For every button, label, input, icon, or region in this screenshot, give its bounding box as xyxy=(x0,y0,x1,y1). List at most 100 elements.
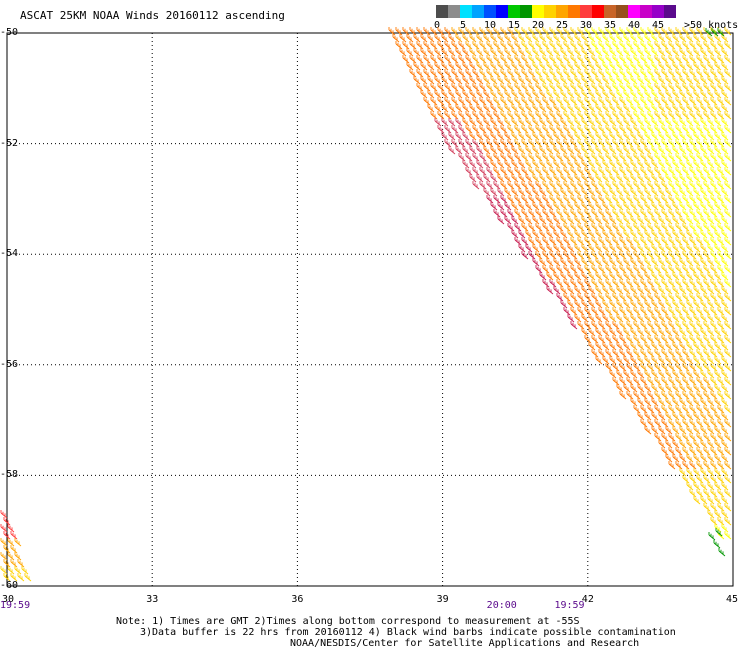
wind-barb xyxy=(710,209,718,218)
wind-barb xyxy=(658,286,666,295)
wind-barb xyxy=(444,27,452,36)
wind-barb xyxy=(703,405,711,414)
wind-barb xyxy=(563,111,571,120)
wind-barb xyxy=(630,314,638,323)
wind-barb xyxy=(567,132,575,141)
wind-barb xyxy=(577,307,585,316)
wind-barb xyxy=(500,69,508,78)
wind-barb xyxy=(546,34,554,43)
wind-barb xyxy=(500,97,508,106)
wind-barb xyxy=(441,132,449,141)
wind-barb xyxy=(707,272,715,281)
wind-barb xyxy=(479,125,487,134)
wind-barb xyxy=(500,195,508,204)
wind-barb xyxy=(598,335,606,344)
wind-barb xyxy=(560,34,568,43)
wind-barb xyxy=(504,118,512,127)
wind-barb xyxy=(668,251,676,260)
wind-barb xyxy=(549,55,557,64)
wind-barb xyxy=(535,125,543,134)
wind-barb xyxy=(717,153,725,162)
wind-barb xyxy=(476,132,484,141)
wind-barb xyxy=(717,69,725,78)
wind-barb xyxy=(640,377,648,386)
wind-barb xyxy=(490,188,498,197)
wind-barb xyxy=(700,286,708,295)
wind-barb xyxy=(700,34,708,43)
wind-barb xyxy=(721,412,729,421)
wind-barb xyxy=(707,482,715,491)
wind-barb xyxy=(661,97,669,106)
wind-barb xyxy=(609,244,617,253)
wind-barb xyxy=(630,342,638,351)
wind-barb xyxy=(556,181,564,190)
wind-barb xyxy=(679,230,687,239)
wind-barb xyxy=(616,216,624,225)
wind-barb xyxy=(682,41,690,50)
lon-tick-label: 30 xyxy=(2,594,15,605)
wind-barb xyxy=(703,41,711,50)
wind-barb xyxy=(675,433,683,442)
wind-barb xyxy=(623,104,631,113)
wind-barb xyxy=(714,244,722,253)
wind-barb xyxy=(577,125,585,134)
wind-barb xyxy=(493,209,501,218)
colorbar-label: 20 xyxy=(532,20,545,31)
wind-barb xyxy=(665,328,673,337)
wind-barb xyxy=(654,307,662,316)
time-label: 19:59 xyxy=(554,600,585,611)
colorbar-swatch xyxy=(640,5,652,18)
wind-barb xyxy=(549,111,557,120)
wind-barb xyxy=(630,76,638,85)
wind-barb xyxy=(679,468,687,477)
wind-barb xyxy=(609,216,617,225)
time-label: 19:59 xyxy=(0,600,31,611)
wind-barb xyxy=(560,202,568,211)
wind-barb xyxy=(626,307,634,316)
wind-barb xyxy=(724,97,732,106)
wind-barb xyxy=(626,363,634,372)
wind-barb xyxy=(651,258,659,267)
wind-barb xyxy=(413,76,421,85)
wind-barb xyxy=(581,286,589,295)
wind-barb xyxy=(584,335,592,344)
wind-barb xyxy=(675,279,683,288)
wind-barb xyxy=(696,475,704,484)
wind-barb xyxy=(637,132,645,141)
wind-barb xyxy=(700,90,708,99)
wind-barb xyxy=(542,41,550,50)
lon-tick-label: 42 xyxy=(581,594,594,605)
wind-barb xyxy=(640,307,648,316)
wind-barb xyxy=(602,34,610,43)
wind-barb xyxy=(497,146,505,155)
wind-barb xyxy=(721,174,729,183)
wind-barb xyxy=(619,293,627,302)
wind-barb xyxy=(462,34,470,43)
wind-barb xyxy=(588,76,596,85)
wind-barb xyxy=(588,132,596,141)
wind-barb xyxy=(696,307,704,316)
wind-barb xyxy=(696,279,704,288)
wind-barb xyxy=(507,167,515,176)
wind-barb xyxy=(672,104,680,113)
wind-barb xyxy=(605,55,613,64)
wind-barb xyxy=(556,153,564,162)
wind-barb xyxy=(679,258,687,267)
wind-barb xyxy=(696,55,704,64)
wind-barb xyxy=(710,153,718,162)
wind-barb xyxy=(665,356,673,365)
wind-barb xyxy=(714,510,722,519)
wind-barb xyxy=(633,153,641,162)
wind-barb xyxy=(710,195,718,204)
wind-barb xyxy=(637,48,645,57)
wind-barb xyxy=(605,153,613,162)
wind-barb xyxy=(7,552,15,561)
wind-barb xyxy=(714,90,722,99)
wind-barb xyxy=(661,307,669,316)
wind-barb xyxy=(570,97,578,106)
wind-barb xyxy=(654,279,662,288)
wind-barb xyxy=(623,188,631,197)
wind-barb xyxy=(549,27,557,36)
wind-barb xyxy=(703,69,711,78)
wind-barb xyxy=(651,244,659,253)
